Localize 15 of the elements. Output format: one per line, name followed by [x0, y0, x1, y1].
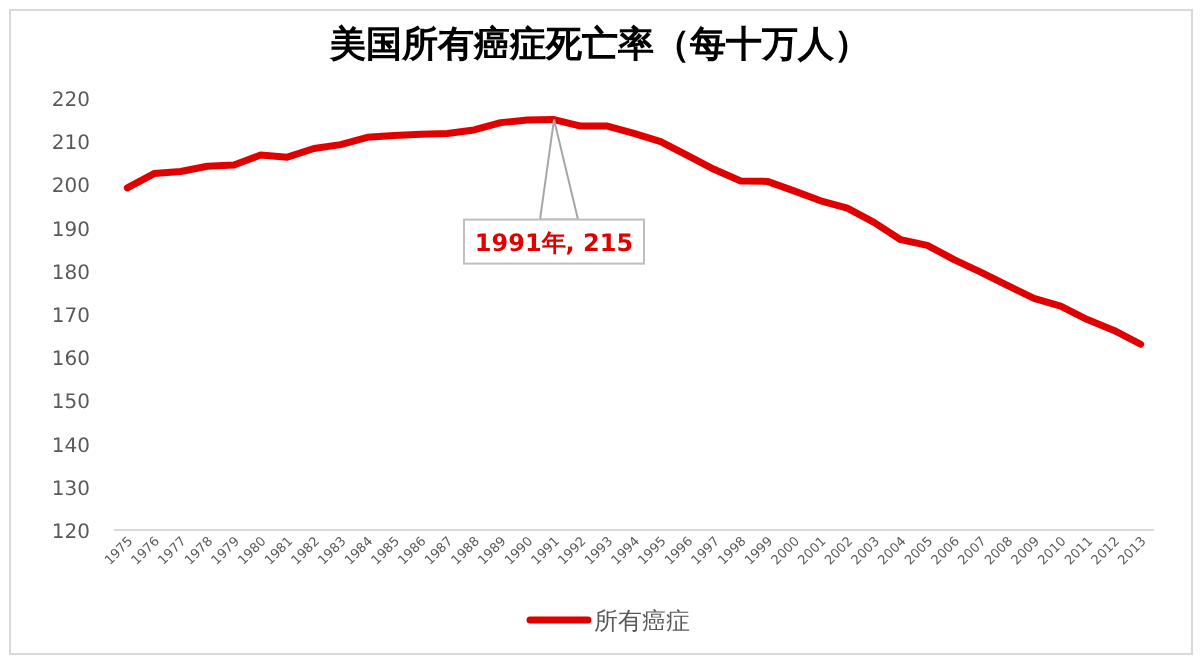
y-tick-label: 190	[51, 219, 90, 242]
y-tick-label: 140	[51, 435, 90, 458]
y-tick-label: 120	[51, 522, 90, 544]
legend-label: 所有癌症	[594, 607, 690, 635]
annotation: 1991年, 215	[474, 228, 634, 257]
y-tick-label: 210	[51, 133, 90, 156]
y-tick-label: 220	[51, 90, 90, 112]
y-tick-label: 160	[51, 349, 90, 372]
y-tick-label: 200	[51, 176, 90, 199]
y-tick-label: 180	[51, 262, 90, 285]
y-tick-label: 150	[51, 392, 90, 415]
line-series	[123, 116, 1145, 348]
y-tick-label: 170	[51, 306, 90, 328]
chart-title: 美国所有癌症死亡率（每十万人）	[328, 24, 870, 66]
y-tick-label: 130	[51, 478, 90, 501]
